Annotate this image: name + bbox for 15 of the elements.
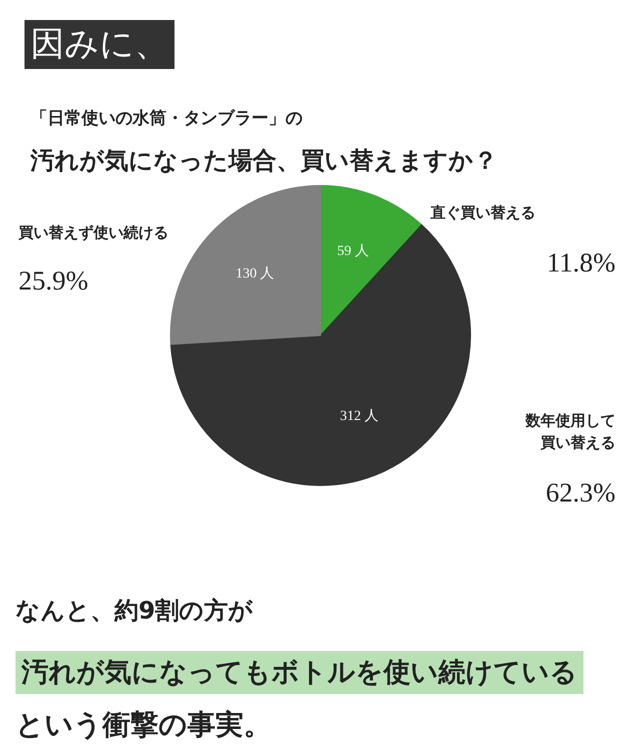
text: という衝撃の事実。 (16, 708, 272, 741)
slice-label: 買い替えず使い続ける (18, 224, 168, 242)
text: 11.8% (546, 248, 616, 278)
data-label: 59 人 (337, 243, 369, 260)
slice-label: 数年使用して買い替える (524, 412, 616, 452)
text: 汚れが気になってもボトルを使い続けている (20, 657, 578, 688)
chart-title: 「日常使いの水筒・タンブラー」の (30, 108, 302, 128)
data-label: 130 人 (236, 265, 274, 282)
chart-subtitle: 汚れが気になった場合、買い替えますか？ (30, 146, 498, 174)
data-label: 312 人 (340, 408, 379, 424)
text: なんと、約9割の方が (16, 596, 254, 624)
slice-label: 直ぐ買い替える (430, 204, 536, 222)
text: 25.9% (18, 266, 88, 296)
text: 62.3% (546, 478, 616, 508)
text: 因みに、 (30, 26, 168, 63)
